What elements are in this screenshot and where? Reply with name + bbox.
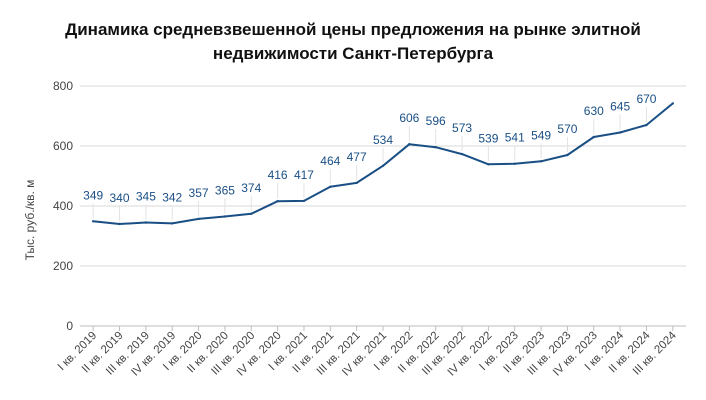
data-point (197, 217, 200, 221)
y-tick-label: 800 (53, 79, 73, 93)
data-label: 630 (584, 104, 604, 118)
data-point (171, 222, 174, 225)
data-label: 477 (347, 150, 367, 164)
y-tick-label: 0 (66, 319, 73, 333)
data-point (276, 200, 279, 203)
data-point (592, 135, 595, 139)
data-label: 645 (610, 100, 630, 114)
data-label: 349 (83, 188, 103, 202)
data-point (302, 199, 306, 203)
data-label: 374 (241, 181, 261, 195)
data-point (645, 123, 648, 127)
data-label: 539 (478, 131, 498, 145)
data-point (355, 181, 358, 185)
data-label: 534 (373, 133, 393, 147)
data-point (539, 160, 543, 163)
data-point (381, 164, 385, 167)
data-point (671, 102, 675, 105)
data-label: 606 (399, 111, 419, 125)
y-tick-label: 400 (53, 199, 73, 213)
data-point (223, 215, 227, 218)
data-point (118, 222, 121, 226)
y-tick-label: 200 (53, 259, 73, 273)
chart-title-line-1: Динамика средневзвешенной цены предложен… (65, 20, 641, 39)
series-line (91, 102, 675, 226)
data-point (91, 220, 95, 223)
y-tick-label: 600 (53, 139, 73, 153)
data-label: 342 (162, 190, 182, 204)
data-point (408, 143, 411, 146)
data-label: 549 (531, 128, 551, 142)
data-point (329, 185, 332, 188)
data-point (434, 146, 437, 149)
data-label: 365 (215, 184, 235, 198)
grid-lines (80, 85, 686, 327)
data-point (460, 152, 464, 156)
y-axis-label: Тыс. руб./кв. м (23, 180, 37, 261)
data-point (618, 131, 622, 134)
data-label: 670 (636, 92, 656, 106)
chart-title-line-2: недвижимости Санкт-Петербурга (212, 44, 494, 63)
data-point (144, 221, 148, 224)
data-label: 417 (294, 168, 314, 182)
data-label: 345 (136, 190, 156, 204)
data-point (513, 162, 516, 165)
data-label: 570 (557, 122, 577, 136)
data-label: 464 (320, 154, 340, 168)
data-point (566, 153, 569, 157)
data-point (250, 212, 253, 215)
data-label: 340 (110, 191, 130, 205)
data-label: 573 (452, 121, 472, 135)
data-label: 416 (268, 168, 288, 182)
data-label: 357 (189, 186, 209, 200)
data-label: 541 (505, 131, 525, 145)
data-labels: 349 340 345 342 357 365 374 416 417 464 477 534 606 5… (83, 92, 657, 205)
data-label: 596 (426, 114, 446, 128)
data-point (487, 163, 490, 166)
y-axis-ticks: 0 200 400 600 800 (53, 79, 73, 333)
chart-title: Динамика средневзвешенной цены предложен… (0, 18, 706, 66)
data-label-leaders (92, 107, 647, 221)
